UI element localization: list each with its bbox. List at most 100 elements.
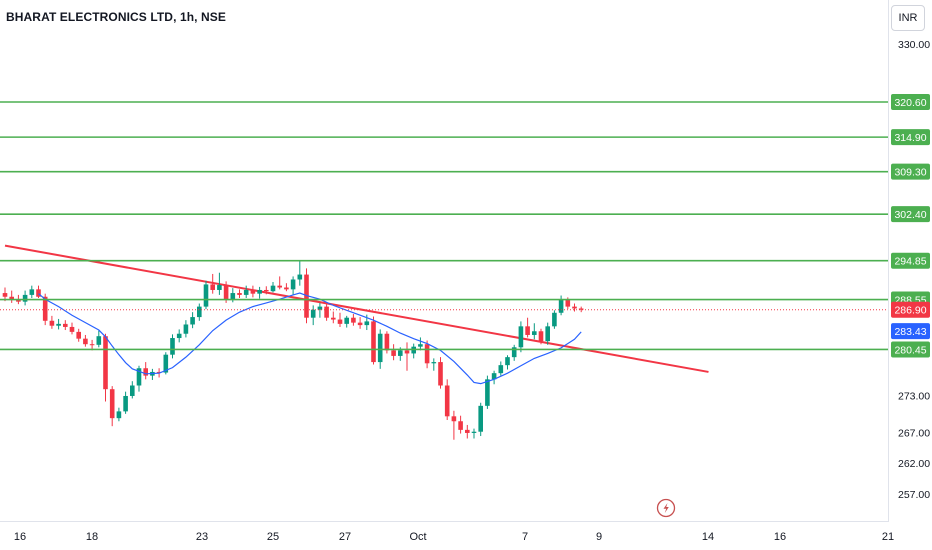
candle xyxy=(344,315,349,328)
candle xyxy=(465,424,470,439)
candle-body xyxy=(243,289,249,295)
trendline xyxy=(4,244,709,373)
candle xyxy=(505,355,510,370)
level-price-tag: 320.60 xyxy=(891,94,930,110)
candle-body xyxy=(384,333,390,351)
candle-body xyxy=(123,395,128,412)
candle xyxy=(458,415,463,434)
candle-body xyxy=(29,289,35,295)
candle xyxy=(418,337,423,351)
candle xyxy=(357,317,363,329)
candle xyxy=(538,328,544,345)
candle-body xyxy=(565,299,571,307)
candle xyxy=(136,365,142,392)
candle xyxy=(130,381,135,399)
candle-body xyxy=(230,293,236,300)
candle xyxy=(532,323,537,340)
candle-body xyxy=(16,299,21,302)
level-price-tag-text: 302.40 xyxy=(894,209,926,221)
candle-body xyxy=(109,389,115,419)
candle xyxy=(317,302,323,318)
x-tick-label: 7 xyxy=(522,531,528,543)
candle xyxy=(337,312,343,327)
candle-body xyxy=(156,371,162,373)
candle-body xyxy=(545,326,550,342)
moving-average-line xyxy=(38,292,582,385)
candle xyxy=(176,329,182,343)
candle xyxy=(331,311,336,324)
level-price-tag: 314.90 xyxy=(891,129,930,146)
last-price-tag-text: 286.90 xyxy=(894,305,926,317)
moving-average-tag-text: 283.43 xyxy=(894,326,926,338)
candle-body xyxy=(76,331,81,339)
candle xyxy=(9,290,14,303)
candle-body xyxy=(377,333,383,363)
candle-body xyxy=(63,323,68,327)
candle-body xyxy=(223,285,229,300)
candle-body xyxy=(337,319,343,324)
candle xyxy=(150,368,155,380)
y-tick-label: 330.00 xyxy=(898,39,930,51)
candle xyxy=(404,342,410,371)
candle xyxy=(143,362,148,380)
candle-body xyxy=(431,362,437,364)
candle xyxy=(243,285,249,298)
candle xyxy=(257,286,262,299)
y-tick-label: 262.00 xyxy=(898,458,930,470)
candle xyxy=(411,343,416,359)
candle xyxy=(351,314,356,326)
candle-body xyxy=(250,289,256,294)
candle xyxy=(63,320,68,331)
candle-body xyxy=(444,385,450,417)
x-tick-label: 18 xyxy=(86,531,98,543)
x-tick-label: 25 xyxy=(267,531,279,543)
candle-body xyxy=(424,344,430,364)
candle xyxy=(116,407,122,422)
candle-body xyxy=(2,293,8,297)
candle xyxy=(36,285,41,298)
candle xyxy=(498,361,504,376)
candle-body xyxy=(96,336,102,345)
candle-body xyxy=(130,385,135,396)
flash-icon[interactable] xyxy=(656,498,676,518)
candle xyxy=(250,285,256,298)
last-price-tag-bg xyxy=(891,301,930,318)
candle xyxy=(109,386,115,427)
candle xyxy=(190,312,195,329)
level-price-tag-text: 314.90 xyxy=(894,132,926,144)
candle-body xyxy=(351,317,356,323)
candle xyxy=(518,321,524,353)
level-price-tag-text: 294.85 xyxy=(894,256,926,268)
level-price-tag-text: 320.60 xyxy=(894,97,926,109)
currency-button[interactable]: INR xyxy=(891,5,925,31)
candle xyxy=(290,276,296,295)
candle-body xyxy=(284,287,289,290)
candle xyxy=(324,304,329,321)
y-tick-label: 267.00 xyxy=(898,427,930,439)
candle-body xyxy=(36,289,41,297)
candle xyxy=(76,328,81,342)
candle xyxy=(96,330,102,348)
candle xyxy=(264,286,269,295)
candle xyxy=(545,322,550,345)
candle xyxy=(552,310,557,329)
level-price-tag-text: 280.45 xyxy=(894,344,926,356)
candle-body xyxy=(183,324,189,334)
candle-body xyxy=(89,344,95,346)
candle xyxy=(284,283,289,292)
candle-body xyxy=(257,289,262,294)
candle-body xyxy=(371,321,376,363)
candle xyxy=(438,357,443,389)
candle-body xyxy=(572,306,577,309)
candle-body xyxy=(310,309,316,318)
candle xyxy=(444,379,450,421)
candle-body xyxy=(176,333,182,339)
level-price-tag-bg xyxy=(891,252,930,269)
candle xyxy=(511,344,517,361)
candle-body xyxy=(136,368,142,386)
candle-body xyxy=(511,347,517,358)
x-tick-label: 16 xyxy=(774,531,786,543)
candle-body xyxy=(458,421,463,430)
